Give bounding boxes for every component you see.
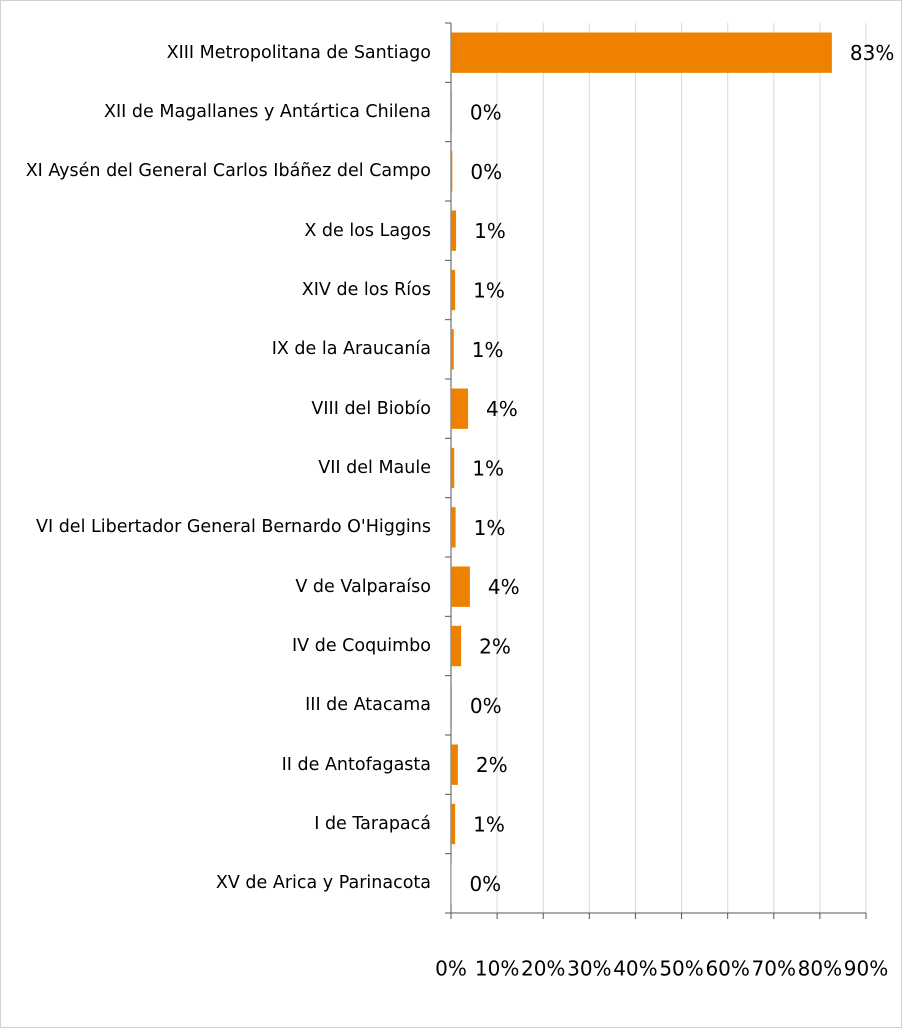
data-label: 4% — [486, 397, 518, 421]
y-tick-label: IX de la Araucanía — [271, 339, 431, 360]
data-label: 2% — [479, 635, 511, 659]
x-tick-label: 80% — [798, 957, 842, 981]
bar — [451, 32, 832, 73]
x-tick-label: 10% — [475, 957, 519, 981]
bar — [451, 744, 458, 785]
y-tick-label: I de Tarapacá — [314, 814, 431, 834]
y-tick-label: II de Antofagasta — [281, 754, 431, 775]
data-label: 0% — [470, 694, 502, 718]
bar — [451, 269, 456, 311]
data-label: 1% — [473, 813, 505, 837]
y-tick-label: IV de Coquimbo — [292, 636, 431, 656]
bar — [451, 685, 452, 726]
y-tick-label: VI del Libertador General Bernardo O'Hig… — [36, 517, 431, 538]
bar — [451, 566, 470, 607]
x-tick-label: 20% — [521, 957, 565, 981]
data-label: 0% — [469, 872, 501, 896]
x-tick-label: 40% — [613, 957, 657, 981]
bar — [451, 151, 453, 192]
bar — [451, 329, 454, 370]
data-label: 1% — [472, 457, 504, 481]
data-label: 1% — [473, 279, 505, 303]
y-tick-label: V de Valparaíso — [295, 576, 431, 597]
bar — [451, 803, 456, 845]
y-tick-label: III de Atacama — [305, 695, 431, 716]
x-tick-label: 50% — [659, 957, 703, 981]
y-tick-label: VII del Maule — [318, 458, 431, 478]
data-label: 4% — [488, 575, 520, 599]
bar — [451, 507, 456, 548]
bar — [451, 625, 462, 667]
x-tick-label: 60% — [705, 957, 749, 981]
bar — [451, 388, 469, 429]
x-tick-label: 0% — [435, 957, 467, 981]
data-label: 2% — [476, 753, 508, 777]
y-tick-label: X de los Lagos — [304, 220, 431, 241]
y-tick-label: XIII Metropolitana de Santiago — [166, 42, 431, 63]
bar — [451, 447, 455, 489]
data-label: 1% — [472, 338, 504, 362]
x-tick-label: 90% — [844, 957, 888, 981]
y-tick-label: XI Aysén del General Carlos Ibáñez del C… — [25, 161, 431, 182]
x-tick-label: 30% — [567, 957, 611, 981]
data-label: 83% — [850, 41, 894, 65]
y-tick-label: XII de Magallanes y Antártica Chilena — [104, 102, 431, 122]
y-tick-label: VIII del Biobío — [311, 398, 431, 419]
y-tick-label: XIV de los Ríos — [301, 280, 431, 300]
bar — [451, 91, 452, 133]
bar — [451, 210, 457, 251]
x-tick-label: 70% — [752, 957, 796, 981]
data-label: 1% — [474, 219, 506, 243]
data-label: 0% — [470, 101, 502, 125]
y-tick-label: XV de Arica y Parinacota — [215, 873, 431, 894]
data-label: 1% — [474, 516, 506, 540]
data-label: 0% — [470, 160, 502, 184]
